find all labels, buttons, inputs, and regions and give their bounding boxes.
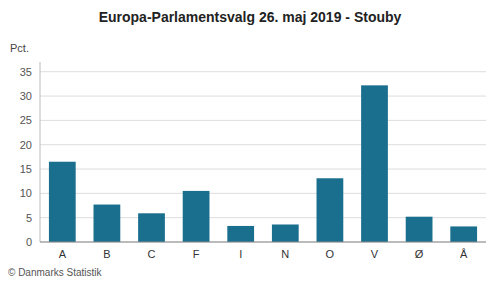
bar <box>406 217 433 242</box>
grid-line <box>40 96 486 97</box>
x-tick-label: F <box>193 248 200 260</box>
bar <box>94 205 121 242</box>
x-tick-label: Ø <box>415 248 424 260</box>
y-tick-label: 15 <box>20 163 32 175</box>
chart-container: Europa-Parlamentsvalg 26. maj 2019 - Sto… <box>0 0 500 282</box>
x-tick-label: Å <box>460 248 468 260</box>
bar <box>138 213 165 242</box>
bar <box>183 191 210 242</box>
y-axis-line <box>40 62 41 242</box>
x-tick-label: A <box>59 248 67 260</box>
grid-line <box>40 242 486 243</box>
y-axis-label: Pct. <box>10 42 29 54</box>
grid-line <box>40 120 486 121</box>
x-tick-label: B <box>103 248 110 260</box>
y-tick-label: 25 <box>20 114 32 126</box>
x-tick-label: N <box>281 248 289 260</box>
x-tick-label: C <box>148 248 156 260</box>
y-tick-label: 35 <box>20 66 32 78</box>
y-tick-label: 20 <box>20 139 32 151</box>
grid-line <box>40 71 486 72</box>
grid <box>40 72 486 242</box>
bar <box>450 226 477 242</box>
page: {"chart_data": {"type": "bar", "title": … <box>0 0 500 282</box>
bar <box>317 178 344 242</box>
bars <box>49 85 477 242</box>
x-axis-line <box>40 242 486 243</box>
grid-line <box>40 193 486 194</box>
grid-line <box>40 169 486 170</box>
bar <box>227 226 254 242</box>
x-tick-label: O <box>326 248 335 260</box>
bar <box>272 224 299 242</box>
bar <box>361 85 388 242</box>
y-tick-label: 0 <box>26 236 32 248</box>
title: Europa-Parlamentsvalg 26. maj 2019 - Sto… <box>99 9 402 25</box>
chart-svg: Europa-Parlamentsvalg 26. maj 2019 - Sto… <box>0 0 500 282</box>
y-tick-label: 10 <box>20 187 32 199</box>
footer: © Danmarks Statistik <box>8 267 103 278</box>
bar <box>49 162 76 242</box>
x-tick-label: I <box>239 248 242 260</box>
y-tick-label: 5 <box>26 212 32 224</box>
y-tick-label: 30 <box>20 90 32 102</box>
grid-line <box>40 144 486 145</box>
x-tick-label: V <box>371 248 379 260</box>
